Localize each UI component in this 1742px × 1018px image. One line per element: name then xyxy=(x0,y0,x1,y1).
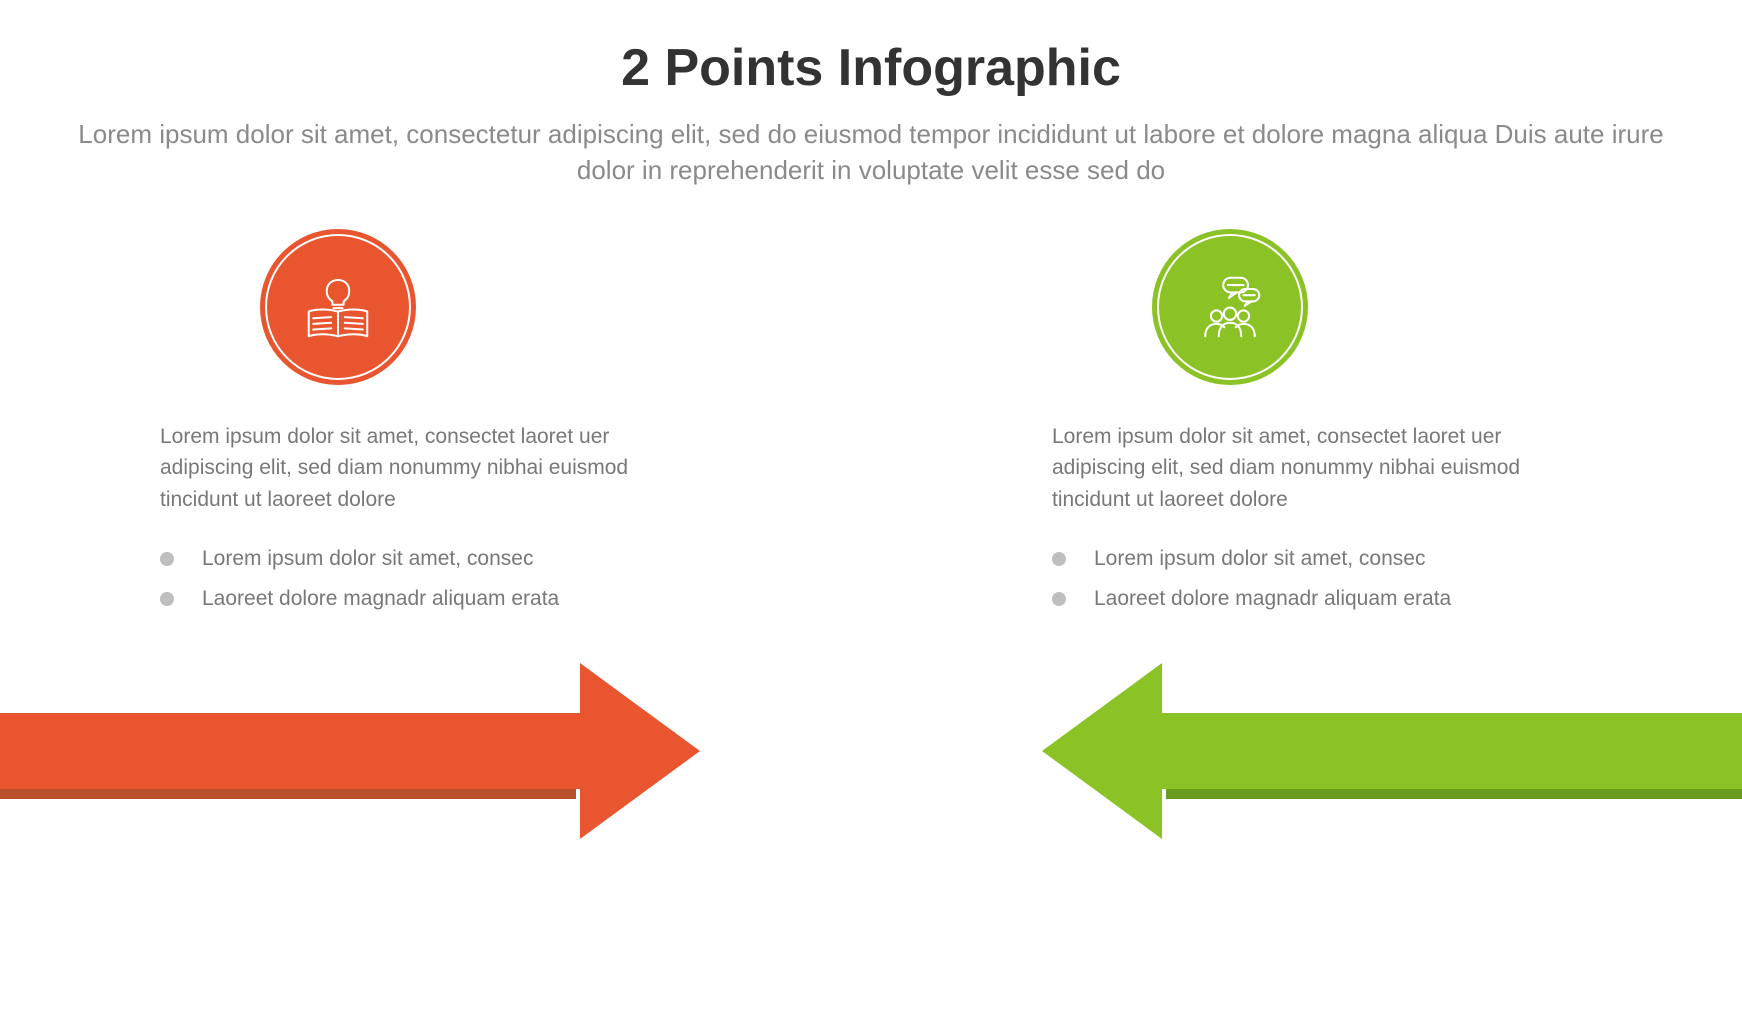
list-item: Lorem ipsum dolor sit amet, consec xyxy=(160,539,690,579)
bullet-text: Laoreet dolore magnadr aliquam erata xyxy=(1094,587,1451,611)
bullet-dot-icon xyxy=(1052,552,1066,566)
left-icon-circle xyxy=(260,229,416,385)
bullet-dot-icon xyxy=(160,552,174,566)
bullet-dot-icon xyxy=(1052,592,1066,606)
left-bullet-list: Lorem ipsum dolor sit amet, consec Laore… xyxy=(160,539,690,619)
list-item: Lorem ipsum dolor sit amet, consec xyxy=(1052,539,1582,579)
right-column: Lorem ipsum dolor sit amet, consectet la… xyxy=(1052,229,1582,620)
arrow-right-shape xyxy=(1042,663,1742,839)
bullet-text: Laoreet dolore magnadr aliquam erata xyxy=(202,587,559,611)
left-description: Lorem ipsum dolor sit amet, consectet la… xyxy=(160,421,690,516)
left-column: Lorem ipsum dolor sit amet, consectet la… xyxy=(160,229,690,620)
bullet-text: Lorem ipsum dolor sit amet, consec xyxy=(1094,547,1425,571)
list-item: Laoreet dolore magnadr aliquam erata xyxy=(1052,579,1582,619)
book-lightbulb-icon xyxy=(302,271,374,343)
arrow-left-pointing-icon xyxy=(1022,658,1742,858)
page-subtitle: Lorem ipsum dolor sit amet, consectetur … xyxy=(0,116,1742,189)
bullet-text: Lorem ipsum dolor sit amet, consec xyxy=(202,547,533,571)
list-item: Laoreet dolore magnadr aliquam erata xyxy=(160,579,690,619)
right-icon-circle xyxy=(1152,229,1308,385)
arrows-container xyxy=(0,658,1742,848)
arrow-right-pointing-icon xyxy=(0,658,720,858)
arrow-left-shape xyxy=(0,663,700,839)
people-chat-icon xyxy=(1194,271,1266,343)
bullet-dot-icon xyxy=(160,592,174,606)
columns-container: Lorem ipsum dolor sit amet, consectet la… xyxy=(0,229,1742,620)
arrow-right-shadow xyxy=(1166,789,1742,799)
right-bullet-list: Lorem ipsum dolor sit amet, consec Laore… xyxy=(1052,539,1582,619)
page-title: 2 Points Infographic xyxy=(0,38,1742,98)
right-description: Lorem ipsum dolor sit amet, consectet la… xyxy=(1052,421,1582,516)
arrow-left-shadow xyxy=(0,789,576,799)
